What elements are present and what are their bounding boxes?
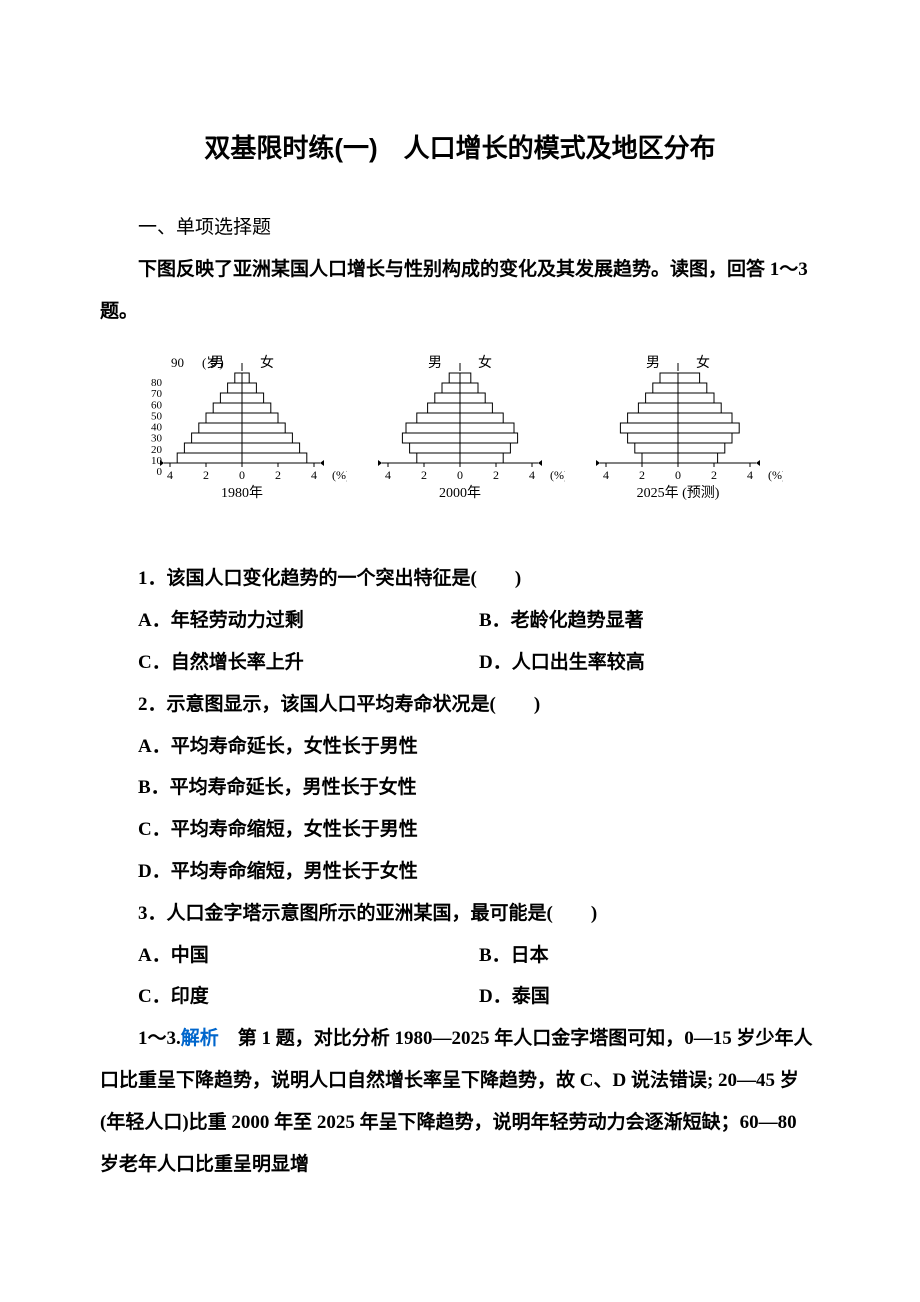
svg-text:女: 女 (478, 354, 492, 371)
svg-text:2: 2 (421, 468, 427, 482)
q1-stem: 1．该国人口变化趋势的一个突出特征是( ) (100, 558, 820, 600)
svg-text:1980年: 1980年 (221, 485, 263, 501)
svg-text:(%): (%) (550, 468, 565, 482)
q2-opt-a: A．平均寿命延长，女性长于男性 (138, 726, 820, 768)
pyramid-1980: 90(岁)男女8070605040302010042024(%)1980年 (137, 353, 347, 539)
svg-text:(%): (%) (332, 468, 347, 482)
svg-text:90: 90 (171, 355, 184, 370)
analysis-keyword: 解析 (181, 1028, 219, 1049)
svg-text:2: 2 (203, 468, 209, 482)
svg-text:男: 男 (210, 356, 224, 371)
q2-opt-b: B．平均寿命延长，男性长于女性 (138, 767, 820, 809)
q1-opt-b: B．老龄化趋势显著 (479, 600, 820, 642)
svg-text:2000年: 2000年 (439, 485, 481, 501)
svg-text:4: 4 (167, 468, 173, 482)
svg-text:4: 4 (311, 468, 317, 482)
q3-opt-b: B．日本 (479, 935, 820, 977)
svg-text:(%): (%) (768, 468, 783, 482)
svg-text:2: 2 (639, 468, 645, 482)
q2-options: A．平均寿命延长，女性长于男性 B．平均寿命延长，男性长于女性 C．平均寿命缩短… (100, 726, 820, 893)
q3-options: A．中国 B．日本 C．印度 D．泰国 (100, 935, 820, 1019)
page-title: 双基限时练(一) 人口增长的模式及地区分布 (100, 120, 820, 177)
pyramid-2000: 男 女 4 2 0 2 4 (%) 2000年 (355, 353, 565, 539)
svg-text:2: 2 (493, 468, 499, 482)
q2-opt-d: D．平均寿命缩短，男性长于女性 (138, 851, 820, 893)
svg-text:2: 2 (711, 468, 717, 482)
svg-text:4: 4 (529, 468, 535, 482)
q3-opt-d: D．泰国 (479, 976, 820, 1018)
analysis: 1～3.解析 第 1 题，对比分析 1980—2025 年人口金字塔图可知，0—… (100, 1018, 820, 1185)
q1-options: A．年轻劳动力过剩 B．老龄化趋势显著 C．自然增长率上升 D．人口出生率较高 (100, 600, 820, 684)
analysis-body: 第 1 题，对比分析 1980—2025 年人口金字塔图可知，0—15 岁少年人… (100, 1028, 813, 1174)
pyramid-figure-row: 90(岁)男女8070605040302010042024(%)1980年 男女… (100, 353, 820, 539)
section-heading: 一、单项选择题 (100, 207, 820, 249)
svg-text:0: 0 (457, 468, 463, 482)
analysis-lead: 1～3. (138, 1028, 181, 1049)
q3-stem: 3．人口金字塔示意图所示的亚洲某国，最可能是( ) (100, 893, 820, 935)
svg-text:男: 男 (646, 356, 660, 371)
q1-opt-a: A．年轻劳动力过剩 (138, 600, 479, 642)
svg-text:0: 0 (157, 466, 163, 478)
svg-text:2025年 (预测): 2025年 (预测) (637, 485, 720, 501)
page: 双基限时练(一) 人口增长的模式及地区分布 一、单项选择题 下图反映了亚洲某国人… (0, 0, 920, 1245)
svg-text:女: 女 (696, 354, 710, 371)
question-intro: 下图反映了亚洲某国人口增长与性别构成的变化及其发展趋势。读图，回答 1～3 题。 (100, 249, 820, 333)
svg-text:男: 男 (428, 356, 442, 371)
pyramid-2025: 男 女 4 2 0 2 4 (%) 2025年 (预测) (573, 353, 783, 539)
q1-opt-d: D．人口出生率较高 (479, 642, 820, 684)
q3-opt-a: A．中国 (138, 935, 479, 977)
svg-text:0: 0 (239, 468, 245, 482)
q2-stem: 2．示意图显示，该国人口平均寿命状况是( ) (100, 684, 820, 726)
svg-text:女: 女 (260, 354, 274, 371)
svg-text:4: 4 (603, 468, 609, 482)
q1-opt-c: C．自然增长率上升 (138, 642, 479, 684)
svg-text:4: 4 (747, 468, 753, 482)
svg-text:2: 2 (275, 468, 281, 482)
svg-text:0: 0 (675, 468, 681, 482)
q2-opt-c: C．平均寿命缩短，女性长于男性 (138, 809, 820, 851)
svg-text:4: 4 (385, 468, 391, 482)
q3-opt-c: C．印度 (138, 976, 479, 1018)
